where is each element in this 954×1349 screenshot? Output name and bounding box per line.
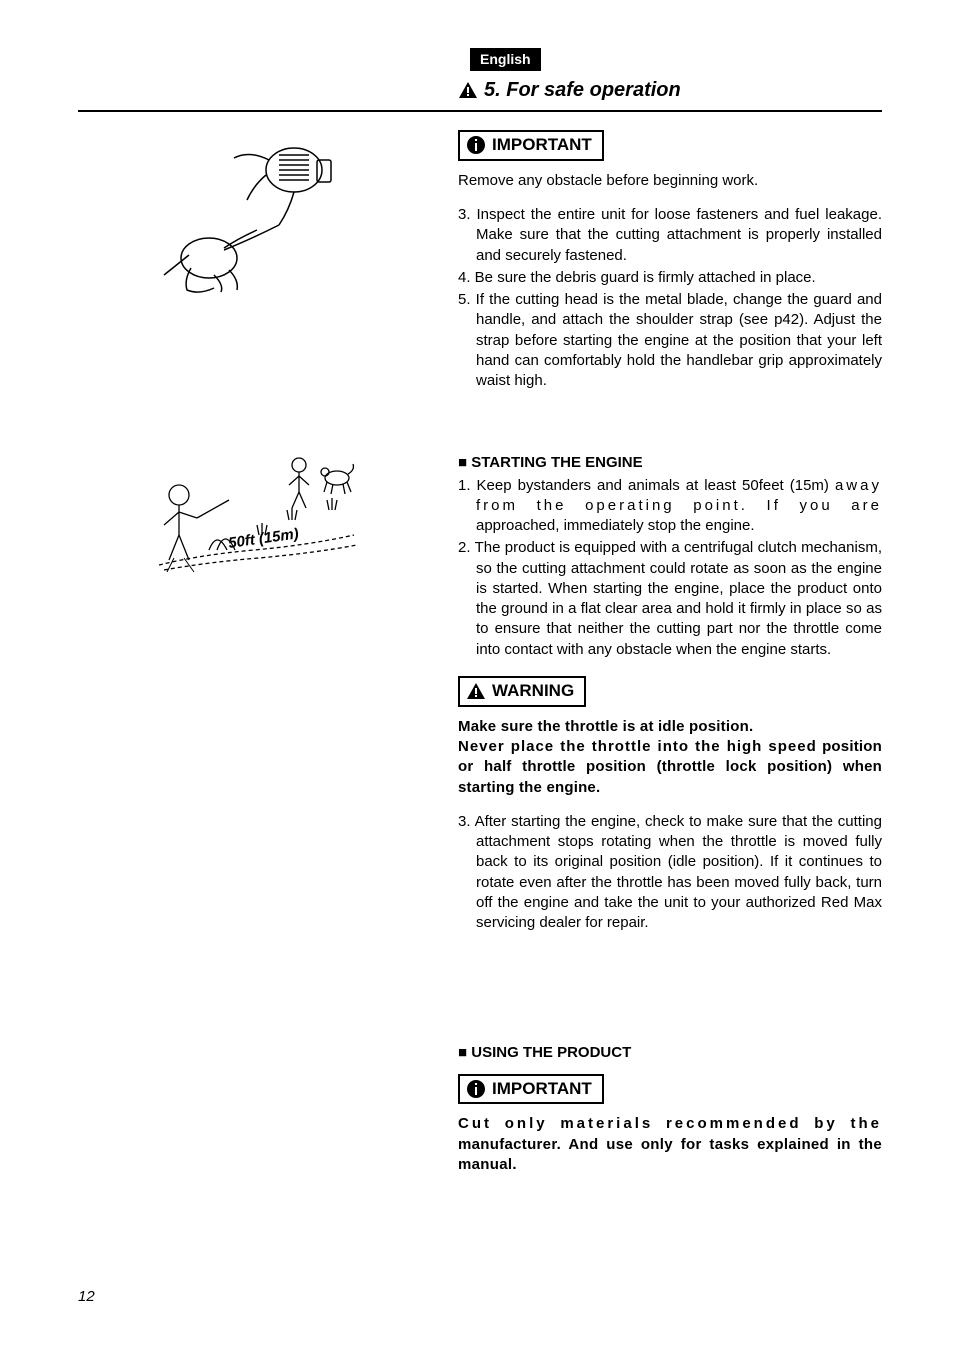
- list-item: 2. The product is equipped with a centri…: [458, 538, 882, 660]
- list-item: 4. Be sure the debris guard is firmly at…: [458, 268, 882, 288]
- right-column: IMPORTANT Remove any obstacle before beg…: [458, 130, 882, 1175]
- subheading-starting-engine: ■ STARTING THE ENGINE: [458, 453, 882, 473]
- important-callout-2: IMPORTANT: [458, 1074, 604, 1105]
- important-text: Cut only materials recommended by the ma…: [458, 1114, 882, 1175]
- header-rule: [78, 110, 882, 112]
- page-number: 12: [78, 1287, 95, 1307]
- warning-triangle-icon: [466, 682, 486, 700]
- illustration-engine-handle: [129, 130, 379, 310]
- list-block2-after: 3. After starting the engine, check to m…: [458, 812, 882, 934]
- left-column: 50ft (15m): [78, 130, 458, 1175]
- subheading-using-product: ■ USING THE PRODUCT: [458, 1043, 882, 1063]
- warning-triangle-icon: [458, 81, 478, 99]
- content-columns: 50ft (15m) IMPORTANT Remove any obstacle…: [78, 130, 882, 1175]
- list-block2: 1. Keep bystanders and animals at least …: [458, 476, 882, 660]
- list-item: 3. After starting the engine, check to m…: [458, 812, 882, 934]
- list-block1: 3. Inspect the entire unit for loose fas…: [458, 205, 882, 391]
- language-badge: English: [470, 48, 541, 71]
- list-item: 3. Inspect the entire unit for loose fas…: [458, 205, 882, 266]
- warning-callout: WARNING: [458, 676, 586, 707]
- intro-text: Remove any obstacle before beginning wor…: [458, 171, 882, 191]
- section-title: 5. For safe operation: [484, 77, 681, 104]
- illustration-safe-distance: 50ft (15m): [139, 400, 369, 580]
- section-title-row: 5. For safe operation: [458, 77, 882, 104]
- important-label: IMPORTANT: [492, 1078, 592, 1101]
- info-circle-icon: [466, 135, 486, 155]
- header: English 5. For safe operation: [78, 48, 882, 104]
- warning-text: Make sure the throttle is at idle positi…: [458, 717, 882, 798]
- important-label: IMPORTANT: [492, 134, 592, 157]
- distance-label: 50ft (15m): [227, 525, 300, 552]
- info-circle-icon: [466, 1079, 486, 1099]
- important-callout-1: IMPORTANT: [458, 130, 604, 161]
- warning-label: WARNING: [492, 680, 574, 703]
- list-item: 5. If the cutting head is the metal blad…: [458, 290, 882, 391]
- list-item: 1. Keep bystanders and animals at least …: [458, 476, 882, 537]
